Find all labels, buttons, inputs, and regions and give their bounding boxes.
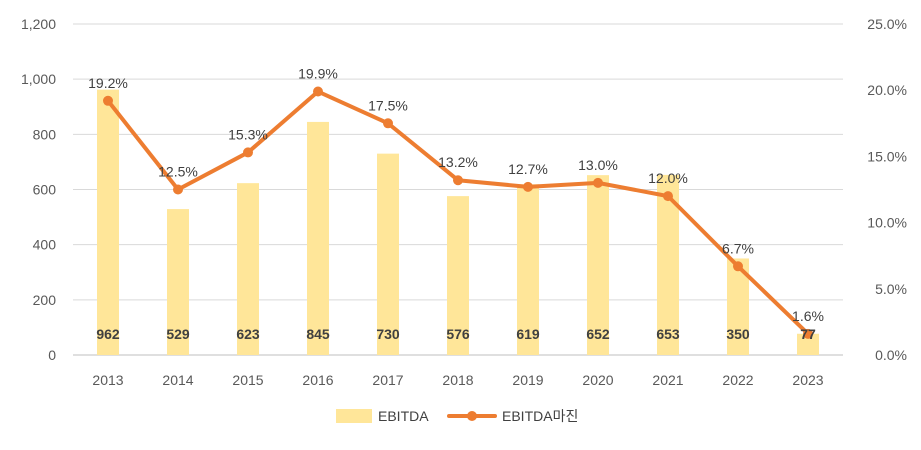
right-tick-label: 10.0% xyxy=(867,215,907,231)
x-tick-label: 2020 xyxy=(582,372,613,388)
legend-margin-marker xyxy=(467,411,477,421)
x-axis-ticks: 2013 2014 2015 2016 2017 2018 2019 2020 2021 2022… xyxy=(92,372,823,388)
ebitda-value-label: 845 xyxy=(306,326,330,342)
ebitda-value-label: 652 xyxy=(586,326,610,342)
ebitda-value-label: 962 xyxy=(96,326,120,342)
margin-point xyxy=(173,184,183,195)
margin-value-label: 6.7% xyxy=(722,240,754,256)
ebitda-bar xyxy=(237,183,259,355)
ebitda-value-label: 730 xyxy=(376,326,400,342)
left-tick-label: 0 xyxy=(48,347,56,363)
right-tick-label: 5.0% xyxy=(875,281,907,297)
right-tick-label: 20.0% xyxy=(867,82,907,98)
margin-point xyxy=(733,261,743,272)
right-tick-label: 15.0% xyxy=(867,148,907,164)
margin-point xyxy=(383,118,393,129)
ebitda-bar xyxy=(97,89,119,356)
ebitda-bar xyxy=(797,333,819,355)
x-tick-label: 2018 xyxy=(442,372,473,388)
ebitda-bars xyxy=(97,89,819,356)
left-tick-label: 600 xyxy=(33,182,57,198)
margin-value-label: 19.2% xyxy=(88,75,128,91)
ebitda-bar xyxy=(307,121,329,355)
x-tick-label: 2021 xyxy=(652,372,683,388)
margin-value-label: 15.3% xyxy=(228,126,268,142)
legend: EBITDA EBITDA마진 xyxy=(336,408,578,424)
ebitda-value-label: 623 xyxy=(236,326,260,342)
legend-ebitda-swatch xyxy=(336,409,372,423)
margin-point xyxy=(313,86,323,97)
margin-value-label: 13.2% xyxy=(438,154,478,170)
left-tick-label: 400 xyxy=(33,237,57,253)
left-tick-label: 1,200 xyxy=(21,16,56,32)
ebitda-value-label: 619 xyxy=(516,326,540,342)
x-tick-label: 2013 xyxy=(92,372,123,388)
ebitda-bar xyxy=(727,258,749,355)
x-tick-label: 2022 xyxy=(722,372,753,388)
margin-point xyxy=(803,328,813,339)
margin-point xyxy=(243,147,253,158)
margin-point xyxy=(523,181,533,192)
margin-value-label: 19.9% xyxy=(298,66,338,82)
left-tick-label: 1,000 xyxy=(21,71,56,87)
x-tick-label: 2016 xyxy=(302,372,333,388)
ebitda-value-label: 576 xyxy=(446,326,470,342)
right-tick-label: 25.0% xyxy=(867,16,907,32)
margin-value-label: 12.7% xyxy=(508,161,548,177)
legend-ebitda-label: EBITDA xyxy=(378,408,429,424)
margin-value-labels: 19.2% 12.5% 15.3% 19.9% 17.5% 13.2% 12.7% 13.0%… xyxy=(88,66,824,324)
ebitda-bar xyxy=(377,153,399,355)
margin-value-label: 17.5% xyxy=(368,97,408,113)
margin-point xyxy=(103,95,113,106)
margin-value-label: 12.5% xyxy=(158,164,198,180)
margin-point xyxy=(593,177,603,188)
margin-point xyxy=(453,175,463,186)
ebitda-value-label: 77 xyxy=(800,326,816,342)
ebitda-value-label: 350 xyxy=(726,326,750,342)
legend-margin-label: EBITDA마진 xyxy=(502,408,578,424)
left-axis-ticks: 0 200 400 600 800 1,000 1,200 xyxy=(21,16,56,363)
x-tick-label: 2017 xyxy=(372,372,403,388)
left-tick-label: 800 xyxy=(33,126,57,142)
x-tick-label: 2015 xyxy=(232,372,263,388)
ebitda-bar xyxy=(447,196,469,355)
ebitda-bar xyxy=(587,175,609,355)
x-tick-label: 2019 xyxy=(512,372,543,388)
ebitda-value-label: 653 xyxy=(656,326,680,342)
ebitda-bar xyxy=(517,184,539,355)
left-tick-label: 200 xyxy=(33,292,57,308)
right-axis-ticks: 0.0% 5.0% 10.0% 15.0% 20.0% 25.0% xyxy=(867,16,907,363)
ebitda-margin-line xyxy=(103,86,813,339)
x-tick-label: 2023 xyxy=(792,372,823,388)
margin-value-label: 1.6% xyxy=(792,308,824,324)
margin-point xyxy=(663,191,673,202)
margin-value-label: 13.0% xyxy=(578,157,618,173)
ebitda-bar xyxy=(167,209,189,355)
x-tick-label: 2014 xyxy=(162,372,193,388)
margin-value-label: 12.0% xyxy=(648,170,688,186)
ebitda-value-label: 529 xyxy=(166,326,190,342)
ebitda-bar xyxy=(657,174,679,355)
right-tick-label: 0.0% xyxy=(875,347,907,363)
ebitda-value-labels: 962 529 623 845 730 576 619 652 653 350 77 xyxy=(96,326,816,342)
